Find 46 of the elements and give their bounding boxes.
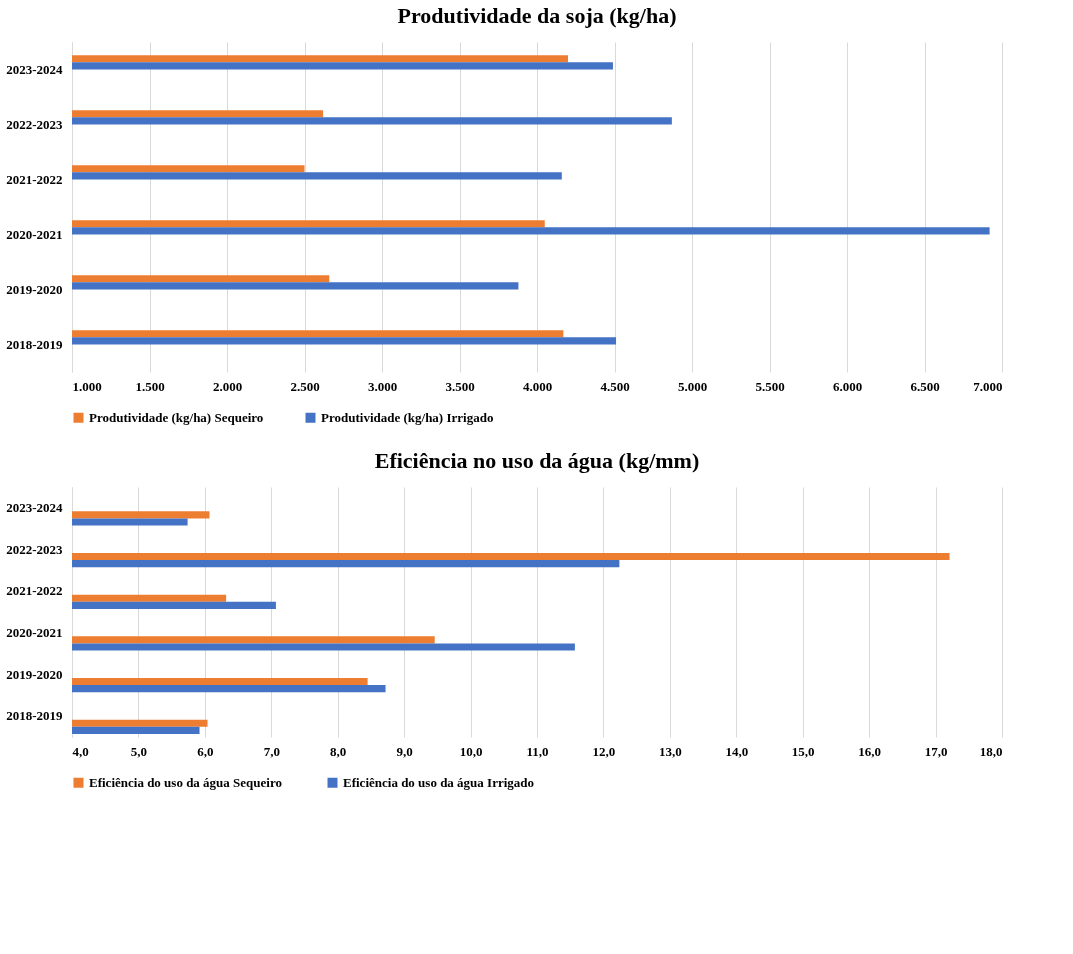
legend-label: Eficiência do uso da água Irrigado	[343, 774, 535, 790]
x-tick-label: 2.000	[212, 378, 243, 394]
y-tick-label: 2019-2020	[6, 666, 63, 682]
x-tick-label: 3.500	[445, 378, 475, 394]
x-tick-label: 12,0	[592, 743, 616, 759]
legend-label: Produtividade (kg/ha) Sequeiro	[89, 409, 264, 425]
legend-label: Eficiência do uso da água Sequeiro	[89, 774, 282, 790]
x-tick-label: 5.000	[677, 378, 708, 394]
chart-title: Produtividade da soja (kg/ha)	[397, 3, 677, 28]
x-tick-label: 6,0	[197, 743, 214, 759]
x-tick-label: 18,0	[979, 743, 1003, 759]
x-tick-label: 2.500	[290, 378, 320, 394]
x-tick-label: 8,0	[330, 743, 347, 759]
x-tick-label: 14,0	[725, 743, 749, 759]
x-tick-label: 15,0	[791, 743, 815, 759]
y-tick-label: 2020-2021	[6, 624, 63, 640]
y-tick-label: 2022-2023	[6, 541, 63, 557]
y-tick-label: 2018-2019	[6, 336, 63, 352]
x-tick-label: 16,0	[858, 743, 882, 759]
x-tick-label: 13,0	[658, 743, 682, 759]
x-tick-label: 10,0	[459, 743, 483, 759]
x-tick-label: 4.000	[522, 378, 553, 394]
x-tick-label: 11,0	[526, 743, 549, 759]
x-tick-label: 1.000	[72, 378, 102, 394]
x-tick-label: 5,0	[130, 743, 148, 759]
y-tick-label: 2023-2024	[6, 499, 63, 515]
chart-title: Eficiência no uso da água (kg/mm)	[374, 448, 700, 473]
x-tick-label: 7.000	[973, 378, 1003, 394]
x-tick-label: 17,0	[924, 743, 948, 759]
x-tick-label: 6.000	[832, 378, 863, 394]
x-tick-label: 7,0	[263, 743, 280, 759]
y-tick-label: 2021-2022	[6, 583, 63, 599]
x-tick-label: 4,0	[72, 743, 89, 759]
legend-label: Produtividade (kg/ha) Irrigado	[321, 409, 494, 425]
x-tick-label: 1.500	[135, 378, 165, 394]
y-tick-label: 2021-2022	[6, 171, 63, 187]
x-tick-label: 3.000	[367, 378, 398, 394]
x-tick-label: 5.500	[755, 378, 785, 394]
x-tick-label: 9,0	[396, 743, 413, 759]
x-tick-label: 6.500	[910, 378, 940, 394]
y-tick-label: 2019-2020	[6, 281, 63, 297]
y-tick-label: 2020-2021	[6, 226, 63, 242]
y-tick-label: 2022-2023	[6, 116, 63, 132]
y-tick-label: 2018-2019	[6, 708, 63, 724]
y-tick-label: 2023-2024	[6, 61, 63, 77]
x-tick-label: 4.500	[600, 378, 630, 394]
